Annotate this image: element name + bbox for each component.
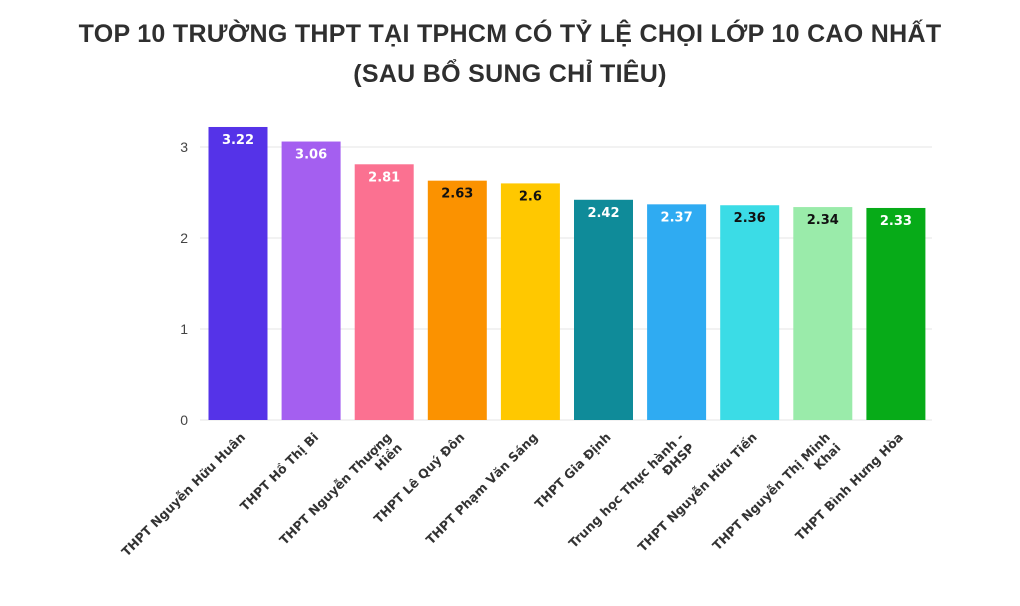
x-tick-label: THPT Nguyễn Hữu Huân: [118, 430, 248, 560]
x-tick-label-line: THPT Nguyễn Thị Minh: [709, 430, 833, 554]
x-tick-label-line: THPT Gia Định: [532, 430, 614, 512]
data-label: 2.36: [734, 211, 766, 226]
bar: [647, 204, 707, 420]
y-tick-label: 3: [180, 139, 188, 155]
data-label: 2.33: [880, 214, 912, 229]
data-label: 2.63: [441, 187, 473, 202]
bar: [208, 126, 268, 420]
chart-title-line-2: (SAU BỔ SUNG CHỈ TIÊU): [353, 60, 667, 88]
x-tick-label-line: THPT Nguyễn Hữu Tiến: [635, 430, 760, 555]
data-label: 2.81: [368, 170, 400, 185]
x-tick-label: THPT Nguyễn Hữu Tiến: [635, 430, 760, 555]
bar: [354, 164, 414, 420]
bar: [500, 183, 560, 420]
x-tick-label: THPT Hồ Thị Bi: [237, 430, 321, 514]
bar: [427, 180, 487, 420]
data-label: 2.34: [807, 213, 839, 228]
bar: [866, 207, 926, 420]
bar: [720, 205, 780, 420]
data-label: 2.6: [519, 189, 542, 204]
data-label: 3.06: [295, 148, 327, 163]
chart-title-line-1: TOP 10 TRƯỜNG THPT TẠI TPHCM CÓ TỶ LỆ CH…: [78, 20, 942, 48]
x-tick-label: THPT Gia Định: [532, 430, 614, 512]
chart-title: TOP 10 TRƯỜNG THPT TẠI TPHCM CÓ TỶ LỆ CH…: [0, 14, 1020, 94]
x-tick-label-line: THPT Nguyễn Hữu Huân: [118, 430, 248, 560]
y-tick-label: 1: [180, 321, 188, 337]
bar: [574, 199, 633, 420]
data-label: 2.37: [661, 210, 693, 225]
data-label: 2.42: [587, 206, 619, 221]
y-tick-label: 2: [180, 230, 188, 246]
data-label: 3.22: [222, 133, 254, 148]
y-tick-label: 0: [180, 412, 188, 428]
bar: [793, 207, 853, 420]
x-tick-label-line: THPT Hồ Thị Bi: [237, 430, 321, 514]
bar: [281, 141, 341, 421]
